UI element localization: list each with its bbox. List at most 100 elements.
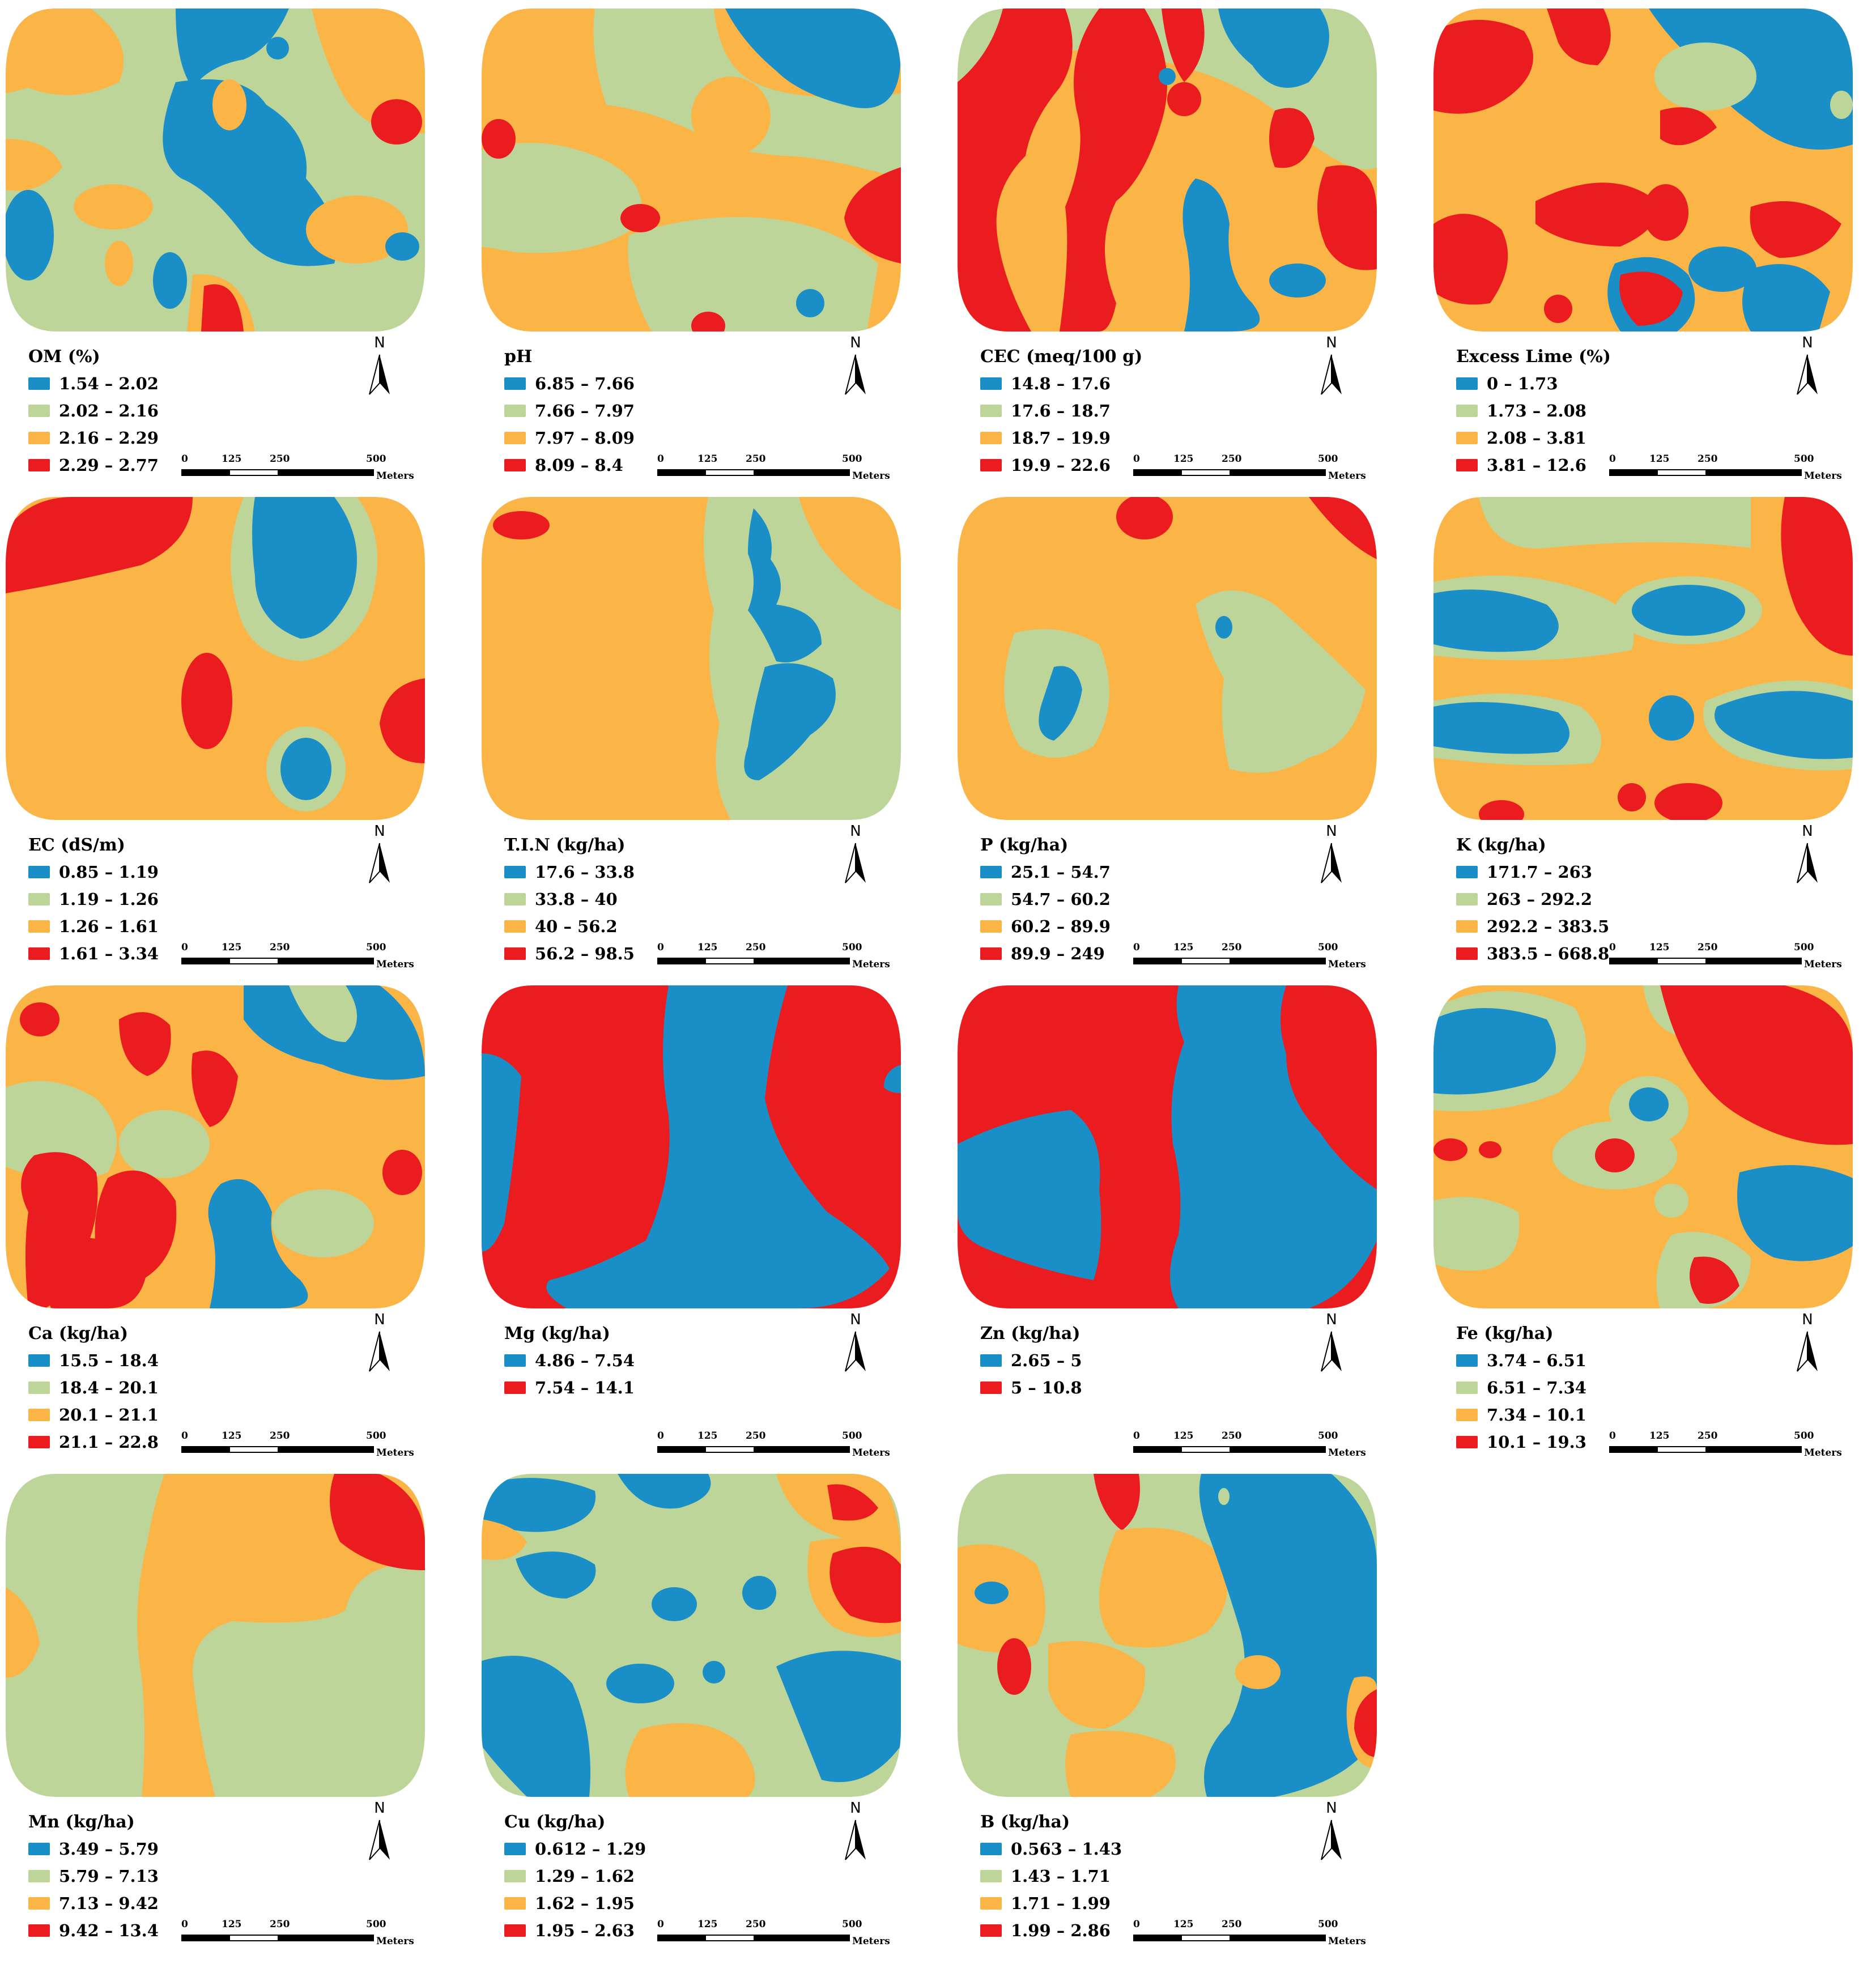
map-svg	[6, 985, 425, 1308]
scale-unit-label: Meters	[376, 470, 414, 482]
north-arrow-icon: N	[363, 1800, 397, 1862]
map-zone	[1218, 8, 1329, 88]
scale-bar-graphic	[181, 1935, 374, 1941]
scale-bar: 0 125 250 500 Meters	[181, 942, 419, 976]
scale-segment	[230, 470, 278, 475]
legend-swatch	[980, 947, 1002, 960]
map-svg	[482, 1474, 901, 1797]
interpolated-map	[958, 1474, 1377, 1797]
legend-item: 292.2 – 383.5	[1456, 913, 1609, 940]
scale-tick-label: 250	[746, 453, 766, 465]
scale-tick-label: 125	[222, 942, 242, 953]
map-zone	[1182, 178, 1260, 331]
scale-tick-label: 500	[842, 453, 862, 465]
legend-swatch	[28, 920, 50, 933]
map-panel-t-i-n-kg-ha: T.I.N (kg/ha) 17.6 – 33.8 33.8 – 40 40 – 56…	[476, 488, 929, 977]
legend-swatch	[504, 459, 526, 471]
legend-item: 33.8 – 40	[504, 886, 635, 913]
map-zone	[606, 1664, 674, 1703]
scale-tick-label: 500	[1794, 1430, 1814, 1442]
map-zone	[105, 241, 133, 286]
scale-tick-label: 250	[1222, 942, 1242, 953]
scale-tick-label: 125	[1173, 1430, 1194, 1442]
scale-tick-label: 0	[1133, 1430, 1140, 1442]
interpolated-map	[482, 985, 901, 1308]
legend: Excess Lime (%) 0 – 1.73 1.73 – 2.08 2.08 –…	[1456, 347, 1611, 479]
legend-swatch	[1456, 893, 1478, 906]
scale-tick-label: 500	[842, 1430, 862, 1442]
map-zone	[691, 76, 771, 156]
map-zone	[482, 143, 643, 253]
scale-tick-label: 500	[366, 453, 386, 465]
scale-segment	[754, 959, 849, 963]
map-zone	[74, 184, 153, 229]
legend-label: 7.66 – 7.97	[535, 401, 635, 420]
map-zone	[748, 508, 822, 662]
scale-bar: 0 125 250 500 Meters	[181, 1919, 419, 1953]
interpolated-map	[6, 985, 425, 1308]
scale-segment	[278, 1936, 373, 1940]
legend: pH 6.85 – 7.66 7.66 – 7.97 7.97 – 8.09 8.09 …	[504, 347, 635, 479]
legend-label: 21.1 – 22.8	[59, 1432, 159, 1452]
map-zone	[1235, 1655, 1281, 1689]
scale-tick-label: 0	[657, 942, 664, 953]
legend-title: Cu (kg/ha)	[504, 1812, 606, 1832]
map-zone	[482, 1656, 590, 1797]
legend: Mn (kg/ha) 3.49 – 5.79 5.79 – 7.13 7.13 – 9…	[28, 1812, 159, 1944]
legend-swatch	[504, 1843, 526, 1855]
legend-swatch	[1456, 1436, 1478, 1448]
legend-item: 2.16 – 2.29	[28, 424, 159, 452]
legend-label: 56.2 – 98.5	[535, 944, 635, 963]
map-svg	[6, 8, 425, 331]
legend-label: 292.2 – 383.5	[1487, 917, 1610, 936]
legend-item: 7.54 – 14.1	[504, 1374, 635, 1401]
north-label: N	[374, 1311, 385, 1328]
legend-label: 17.6 – 33.8	[535, 862, 635, 882]
map-zone	[1737, 1165, 1853, 1261]
scale-tick-label: 125	[1173, 1919, 1194, 1930]
scale-tick-label: 500	[366, 1919, 386, 1930]
scale-tick-label: 250	[1222, 1919, 1242, 1930]
map-panel-ph: pH 6.85 – 7.66 7.66 – 7.97 7.97 – 8.09 8.09 …	[476, 0, 929, 488]
map-zone	[1629, 1087, 1669, 1121]
scale-segment	[658, 1447, 706, 1452]
north-label: N	[850, 334, 861, 351]
legend-swatch	[1456, 1409, 1478, 1421]
map-zone	[975, 1582, 1009, 1604]
map-zone	[691, 312, 725, 331]
scale-unit-label: Meters	[1328, 1936, 1366, 1947]
legend-swatch	[504, 1924, 526, 1937]
map-zone	[1433, 214, 1508, 305]
scale-tick-label: 125	[1173, 453, 1194, 465]
scale-tick-label: 125	[222, 1430, 242, 1442]
map-zone	[208, 1179, 308, 1308]
legend-item: 18.4 – 20.1	[28, 1374, 159, 1401]
legend-title: CEC (meq/100 g)	[980, 347, 1143, 367]
legend-label: 1.99 – 2.86	[1011, 1921, 1111, 1940]
legend-item: 1.19 – 1.26	[28, 886, 159, 913]
scale-tick-label: 125	[222, 1919, 242, 1930]
map-zone	[620, 204, 660, 232]
map-zone	[1479, 1141, 1501, 1158]
map-zone	[1690, 1256, 1739, 1304]
legend: Zn (kg/ha) 2.65 – 5 5 – 10.8	[980, 1324, 1082, 1401]
map-zone	[371, 99, 422, 144]
scale-segment	[1610, 470, 1658, 475]
map-zone	[1218, 1488, 1230, 1505]
scale-segment	[1705, 1447, 1801, 1452]
scale-tick-label: 125	[697, 942, 718, 953]
interpolated-map	[6, 8, 425, 331]
map-zone	[482, 1053, 521, 1252]
map-zone	[829, 1546, 901, 1623]
scale-tick-label: 0	[1609, 942, 1616, 953]
legend-item: 0.563 – 1.43	[980, 1835, 1122, 1863]
scale-bar-graphic	[657, 958, 850, 964]
scale-tick-label: 0	[1609, 1430, 1616, 1442]
map-zone	[1309, 497, 1377, 559]
legend: EC (dS/m) 0.85 – 1.19 1.19 – 1.26 1.26 – 1.…	[28, 835, 159, 967]
map-zone	[1159, 68, 1176, 85]
north-label: N	[1326, 823, 1337, 840]
legend: T.I.N (kg/ha) 17.6 – 33.8 33.8 – 40 40 – 56…	[504, 835, 635, 967]
map-zone	[1196, 590, 1365, 773]
legend-label: 18.4 – 20.1	[59, 1378, 159, 1397]
